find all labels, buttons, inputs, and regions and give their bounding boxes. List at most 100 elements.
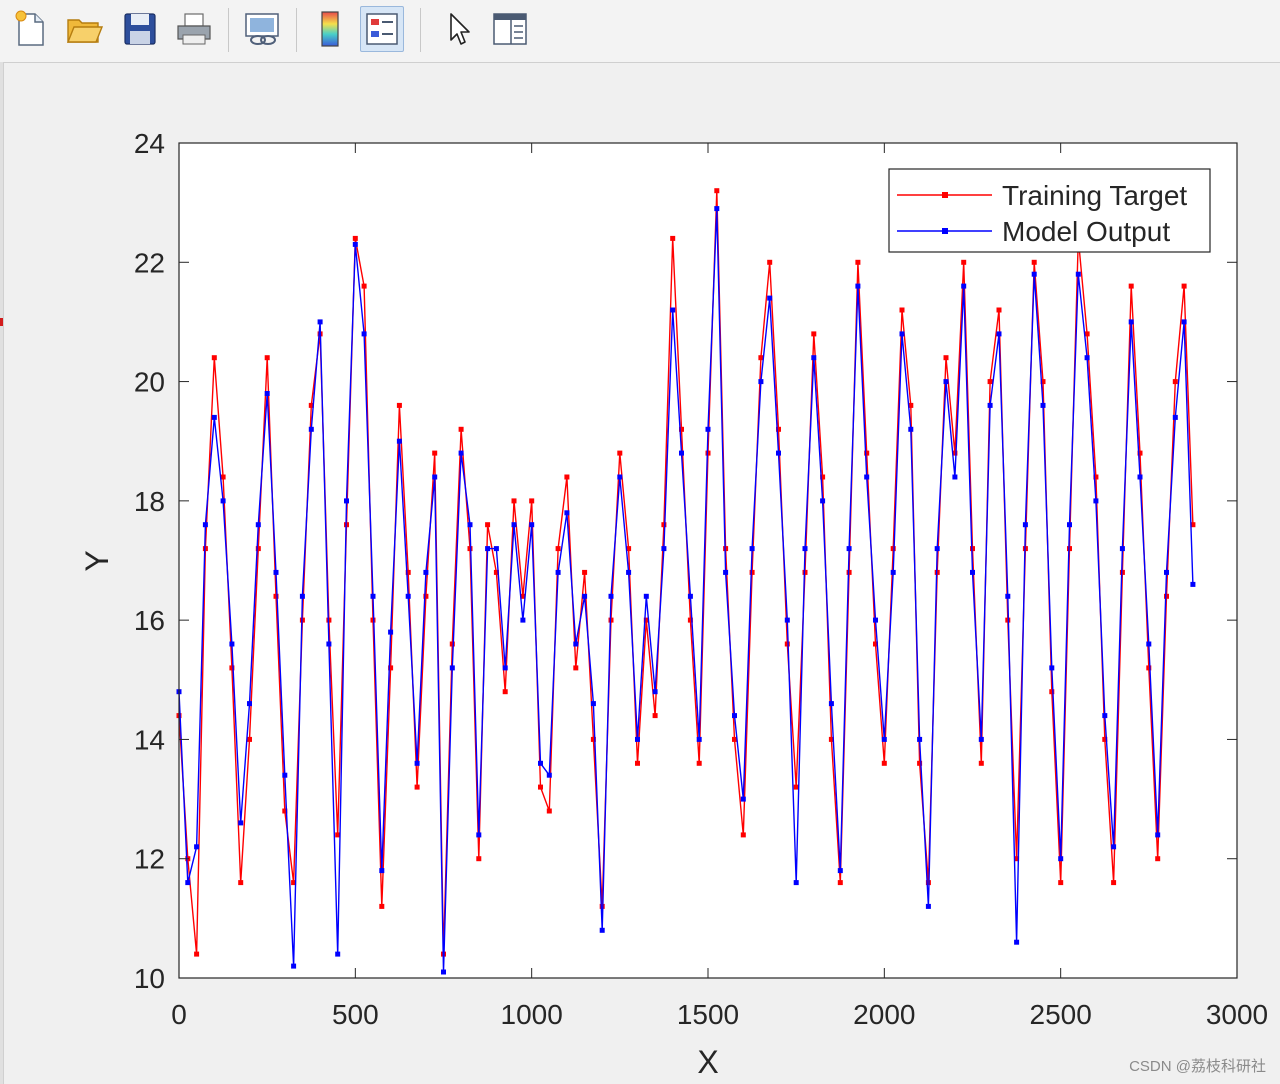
data-point-training-target: [855, 259, 861, 265]
arrow-cursor-icon: [450, 13, 470, 45]
save-button[interactable]: [118, 6, 162, 52]
data-point-training-target: [255, 546, 261, 552]
data-point-training-target: [502, 689, 508, 695]
data-point-model-output: [970, 569, 975, 575]
edit-plot-button[interactable]: [436, 6, 480, 52]
data-point-training-target: [687, 617, 693, 623]
data-point-training-target: [899, 307, 905, 313]
data-point-model-output: [599, 927, 605, 933]
data-point-training-target: [784, 641, 790, 647]
data-point-model-output: [255, 522, 261, 528]
data-point-training-target: [961, 259, 967, 265]
data-point-training-target: [864, 450, 870, 456]
property-inspector-icon: [493, 13, 527, 45]
open-file-icon: [66, 19, 103, 43]
data-point-training-target: [1181, 283, 1187, 289]
data-point-training-target: [361, 283, 367, 289]
data-point-model-output: [352, 241, 358, 247]
data-point-model-output: [299, 593, 305, 599]
data-point-model-output: [749, 546, 755, 552]
legend[interactable]: Training Target Model Output: [888, 168, 1211, 253]
data-point-training-target: [308, 402, 314, 408]
data-point-model-output: [934, 546, 940, 552]
data-point-training-target: [564, 474, 570, 480]
data-point-model-output: [784, 617, 790, 623]
insert-colorbar-button[interactable]: [308, 6, 352, 52]
data-point-model-output: [917, 736, 923, 742]
data-point-model-output: [626, 569, 632, 575]
data-point-model-output: [1058, 856, 1064, 862]
data-point-model-output: [308, 426, 314, 432]
data-point-model-output: [828, 701, 834, 707]
y-tick-label: 14: [134, 724, 165, 755]
data-point-training-target: [546, 808, 552, 814]
data-point-model-output: [1005, 593, 1011, 599]
data-point-training-target: [917, 760, 923, 766]
legend-marker-training-target: [942, 192, 948, 198]
y-axis-label: Y: [79, 550, 115, 571]
data-point-model-output: [379, 868, 385, 874]
data-point-training-target: [405, 569, 411, 575]
insert-legend-button[interactable]: [360, 6, 404, 52]
data-point-training-target: [1049, 689, 1055, 695]
data-point-model-output: [291, 963, 297, 969]
data-point-model-output: [925, 903, 931, 909]
data-point-training-target: [767, 259, 773, 265]
new-figure-button[interactable]: [8, 6, 52, 52]
data-point-model-output: [899, 331, 905, 337]
legend-label-model-output: Model Output: [1002, 216, 1170, 247]
data-point-model-output: [758, 379, 764, 385]
x-tick-label: 2500: [1030, 999, 1092, 1030]
toolbar-separator: [296, 8, 297, 52]
data-point-training-target: [635, 760, 640, 766]
data-point-training-target: [873, 641, 878, 647]
data-point-model-output: [458, 450, 464, 456]
data-point-model-output: [1111, 844, 1117, 850]
data-point-model-output: [617, 474, 623, 480]
data-point-training-target: [1014, 856, 1020, 862]
data-point-training-target: [370, 617, 376, 623]
y-tick-label: 20: [134, 367, 165, 398]
data-point-model-output: [344, 498, 349, 504]
data-point-model-output: [555, 569, 561, 575]
print-button[interactable]: [172, 6, 216, 52]
legend-marker-model-output: [942, 228, 948, 234]
data-point-model-output: [361, 331, 367, 337]
link-plot-button[interactable]: [240, 6, 284, 52]
data-point-model-output: [238, 820, 244, 826]
data-point-training-target: [291, 880, 297, 886]
data-point-model-output: [1137, 474, 1143, 480]
data-point-model-output: [1014, 939, 1020, 945]
data-point-model-output: [1164, 569, 1169, 575]
line-chart[interactable]: 0 500 1000 1500 2000 2500 3000 10 12 14 16 18 20 22 24…: [4, 63, 1280, 1084]
data-point-training-target: [626, 546, 632, 552]
data-point-model-output: [811, 355, 817, 361]
data-point-training-target: [590, 736, 596, 742]
data-point-model-output: [881, 736, 887, 742]
data-point-model-output: [396, 438, 402, 444]
data-point-model-output: [502, 665, 508, 671]
data-point-training-target: [1190, 522, 1196, 528]
left-window-edge: [0, 62, 4, 1084]
data-point-model-output: [520, 617, 526, 623]
data-point-model-output: [432, 474, 438, 480]
y-tick-label: 22: [134, 247, 165, 278]
data-point-model-output: [511, 522, 517, 528]
data-point-training-target: [890, 546, 896, 552]
data-point-training-target: [432, 450, 438, 456]
data-point-training-target: [881, 760, 887, 766]
data-point-training-target: [661, 522, 667, 528]
data-point-training-target: [679, 426, 684, 432]
data-point-training-target: [229, 665, 235, 671]
data-point-model-output: [643, 593, 649, 599]
open-file-button[interactable]: [62, 6, 106, 52]
data-point-model-output: [873, 617, 878, 623]
data-point-model-output: [608, 593, 614, 599]
data-point-model-output: [582, 593, 588, 599]
data-point-training-target: [194, 951, 200, 957]
data-point-training-target: [652, 713, 658, 719]
data-point-model-output: [1093, 498, 1099, 504]
property-inspector-button[interactable]: [488, 6, 532, 52]
series-model-output: [176, 206, 1196, 975]
ticks-layer: 0 500 1000 1500 2000 2500 3000 10 12 14 16 18 20 22 24: [134, 128, 1268, 1030]
